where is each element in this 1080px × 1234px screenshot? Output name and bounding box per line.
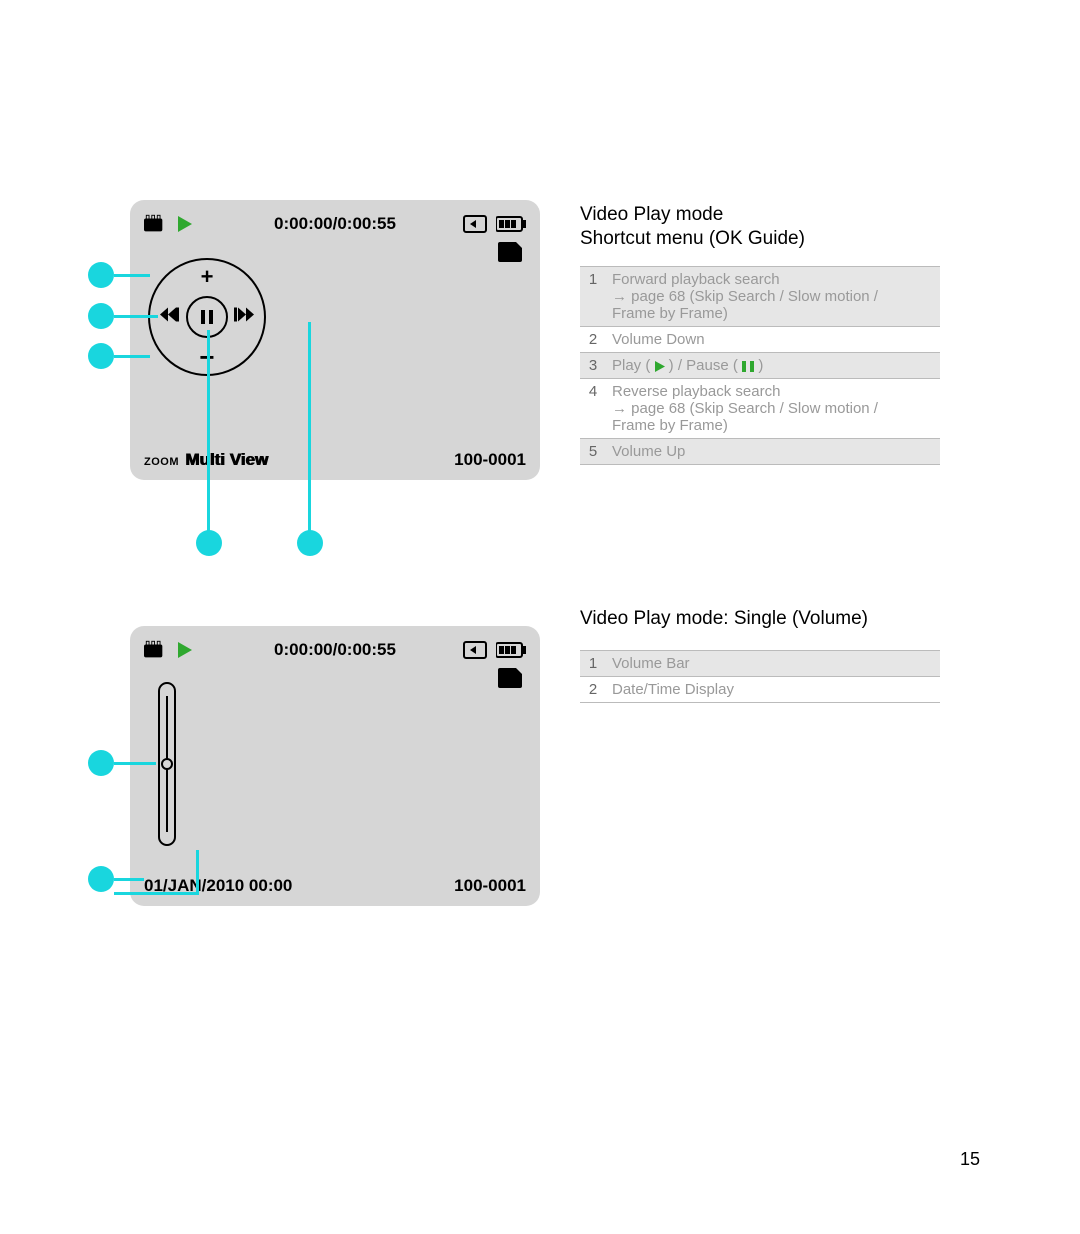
- section-title-line2: Shortcut menu (OK Guide): [580, 228, 805, 250]
- callout-line: [114, 878, 144, 881]
- callout-line: [207, 330, 210, 545]
- movie-icon: [144, 640, 166, 660]
- guide-num: 3: [580, 353, 606, 379]
- callout-line: [114, 892, 199, 895]
- guide-num: 5: [580, 439, 606, 465]
- page-number: 15: [960, 1149, 980, 1170]
- screen-multi-view: 0:00:00/0:00:55 + − ZOOMMulti View 100-0…: [130, 200, 540, 480]
- volume-up-button[interactable]: +: [201, 266, 214, 288]
- zoom-multi-group: ZOOM Multi View: [144, 450, 268, 470]
- callout-dot: [88, 866, 114, 892]
- rewind-button[interactable]: [160, 308, 180, 327]
- movie-icon: [144, 214, 166, 234]
- section2-title: Video Play mode: Single (Volume): [580, 608, 868, 630]
- card-icon: [462, 214, 488, 234]
- volume-knob[interactable]: [161, 758, 173, 770]
- card-icon: [462, 640, 488, 660]
- callout-dot: [88, 262, 114, 288]
- battery-icon: [496, 215, 526, 233]
- volume-guide-table: 1Volume Bar 2Date/Time Display: [580, 650, 940, 703]
- callout-line: [114, 355, 150, 358]
- guide-num: 2: [580, 327, 606, 353]
- image-number: 100-0001: [454, 450, 526, 470]
- callout-line: [114, 274, 150, 277]
- playback-time: 0:00:00/0:00:55: [274, 640, 396, 660]
- guide-num: 4: [580, 379, 606, 439]
- callout-line: [196, 850, 199, 894]
- storage-icon: [496, 240, 526, 264]
- callout-dot: [88, 343, 114, 369]
- zoom-label: ZOOM: [144, 456, 179, 468]
- bottom-bar: 01/JAN/2010 00:00 100-0001: [144, 876, 526, 896]
- screen-single-volume: 0:00:00/0:00:55 01/JAN/2010 00:00 100-00…: [130, 626, 540, 906]
- guide-text: Play ( ) / Pause ( ): [606, 353, 940, 379]
- playback-time: 0:00:00/0:00:55: [274, 214, 396, 234]
- callout-dot: [88, 750, 114, 776]
- guide-text: Volume Up: [606, 439, 940, 465]
- callout-line: [114, 762, 156, 765]
- section-title-line1: Video Play mode: [580, 204, 723, 226]
- guide-num: 1: [580, 651, 606, 677]
- guide-text: Reverse playback search→ page 68 (Skip S…: [606, 379, 940, 439]
- guide-text: Forward playback search→ page 68 (Skip S…: [606, 267, 940, 327]
- callout-dot: [88, 303, 114, 329]
- top-bar: 0:00:00/0:00:55: [144, 636, 526, 664]
- image-number: 100-0001: [454, 876, 526, 896]
- guide-text: Volume Down: [606, 327, 940, 353]
- storage-icon: [496, 666, 526, 690]
- bottom-bar: ZOOM Multi View 100-0001: [144, 450, 526, 470]
- callout-dot: [297, 530, 323, 556]
- callout-dot: [196, 530, 222, 556]
- guide-num: 2: [580, 677, 606, 703]
- guide-text: Volume Bar: [606, 651, 940, 677]
- forward-button[interactable]: [234, 308, 254, 327]
- multi-view-label: Multi View: [185, 450, 268, 469]
- battery-icon: [496, 641, 526, 659]
- callout-line: [114, 315, 158, 318]
- guide-num: 1: [580, 267, 606, 327]
- shortcut-guide-table: 1Forward playback search→ page 68 (Skip …: [580, 266, 940, 465]
- play-status-icon: [176, 214, 194, 234]
- play-status-icon: [176, 640, 194, 660]
- top-bar: 0:00:00/0:00:55: [144, 210, 526, 238]
- callout-line: [308, 322, 311, 545]
- volume-slider[interactable]: [158, 682, 176, 846]
- guide-text: Date/Time Display: [606, 677, 940, 703]
